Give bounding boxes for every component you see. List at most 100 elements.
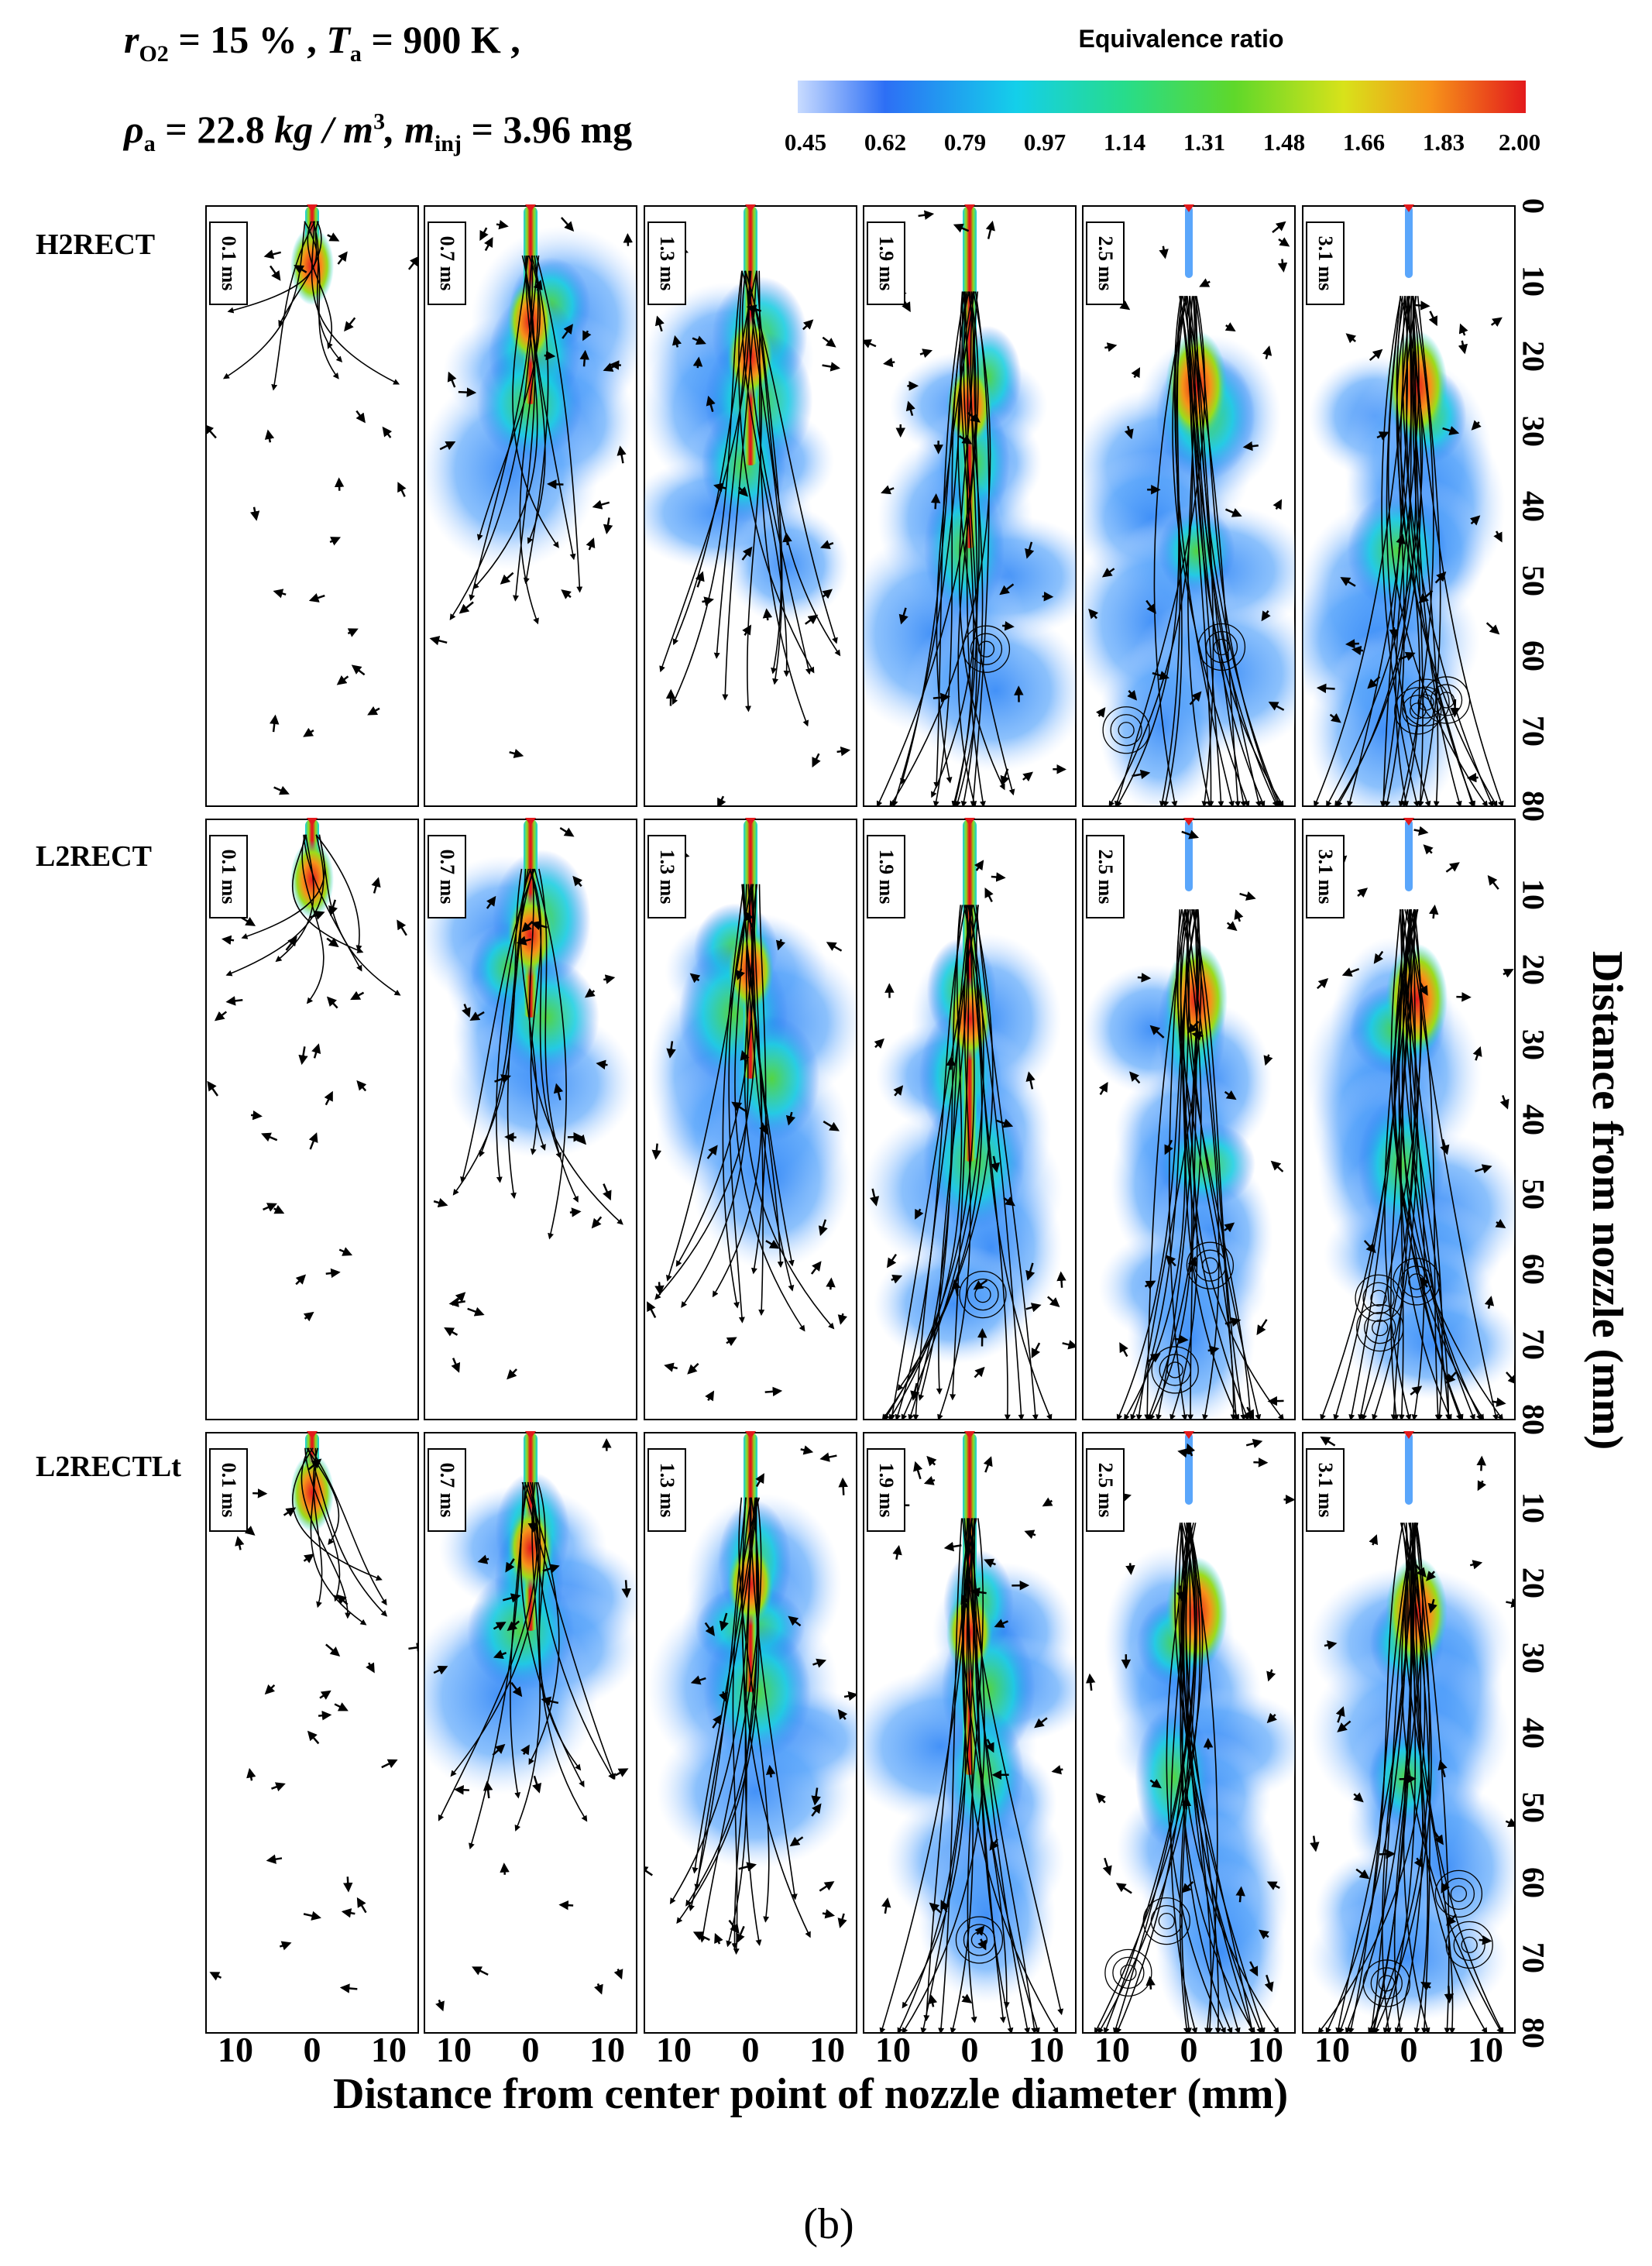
velocity-streamline — [1333, 909, 1418, 1420]
velocity-vector — [603, 974, 616, 984]
velocity-vector — [811, 1787, 821, 1806]
velocity-vector — [273, 785, 290, 795]
velocity-streamline — [1405, 909, 1452, 1420]
mixing-region — [922, 1092, 1025, 1231]
x-tick-label: 10 — [218, 2030, 253, 2069]
velocity-vector — [692, 1931, 710, 1942]
velocity-vector — [249, 506, 260, 521]
velocity-vector — [994, 1619, 1008, 1628]
velocity-streamline — [1390, 909, 1422, 1420]
vortex-ring — [959, 1270, 1007, 1319]
velocity-vector — [1199, 278, 1211, 287]
velocity-streamline — [1368, 1523, 1430, 2033]
y-tick-label: 20 — [1516, 1567, 1551, 1598]
velocity-streamline — [963, 291, 986, 806]
velocity-vector — [1267, 1396, 1284, 1406]
velocity-streamline — [932, 291, 970, 806]
y-tick-text: 70 — [1516, 1942, 1551, 1974]
time-label: 3.1 ms — [1314, 1462, 1337, 1518]
velocity-vector — [737, 486, 748, 497]
velocity-streamline — [970, 1518, 1038, 2033]
velocity-vector — [269, 265, 281, 281]
lean-mixture-region — [1156, 1859, 1286, 2033]
vortex-ring — [1364, 1311, 1396, 1344]
mixing-region — [1135, 1706, 1213, 1849]
velocity-vector — [285, 936, 297, 951]
velocity-vector — [1445, 862, 1460, 873]
vortex-ring — [970, 633, 1003, 665]
velocity-streamline — [958, 291, 1005, 791]
velocity-vector — [329, 537, 341, 546]
time-label-box: 1.9 ms — [867, 1448, 905, 1532]
velocity-streamline — [1179, 296, 1284, 806]
y-tick-text: 10 — [1516, 265, 1551, 297]
velocity-streamline — [507, 868, 527, 1200]
velocity-vector — [448, 1297, 465, 1307]
vortex-ring — [977, 640, 995, 657]
velocity-streamline — [1410, 296, 1440, 806]
nozzle-marker — [745, 818, 756, 826]
velocity-streamline — [524, 255, 576, 561]
vortex-ring — [1213, 638, 1231, 656]
spray-panel — [863, 1431, 1077, 2034]
velocity-vector — [690, 1675, 706, 1685]
velocity-streamline — [452, 868, 523, 1196]
velocity-vector — [1261, 610, 1271, 622]
velocity-vector — [1256, 1319, 1268, 1336]
velocity-vector — [804, 614, 819, 625]
velocity-vector — [325, 1643, 341, 1657]
velocity-vector — [603, 1183, 612, 1201]
velocity-streamline — [669, 1497, 756, 1904]
velocity-vector — [692, 356, 703, 369]
velocity-streamline — [722, 884, 745, 1309]
velocity-vector — [1224, 1222, 1235, 1233]
velocity-vector — [1369, 1534, 1379, 1546]
velocity-vector — [1137, 973, 1152, 983]
velocity-vector — [562, 324, 573, 339]
colorbar-label: 1.83 — [1422, 129, 1465, 156]
x-tick-label: 0 — [741, 2030, 760, 2069]
velocity-vector — [467, 1306, 485, 1317]
velocity-vector — [1003, 1197, 1015, 1207]
velocity-vector — [714, 1933, 723, 1945]
time-label: 0.1 ms — [218, 849, 240, 905]
velocity-vector — [705, 1390, 715, 1402]
velocity-vector — [736, 1925, 745, 1944]
velocity-streamline — [512, 255, 559, 548]
velocity-vector — [609, 360, 621, 370]
velocity-vector — [1187, 1021, 1200, 1034]
y-tick-text: 60 — [1516, 1867, 1551, 1899]
velocity-vector — [500, 572, 514, 585]
velocity-vector — [582, 330, 592, 342]
velocity-vector — [1266, 1712, 1277, 1724]
velocity-vector — [319, 1690, 331, 1700]
velocity-streamline — [1176, 909, 1237, 1420]
velocity-streamline — [876, 291, 977, 806]
velocity-vector — [1491, 1397, 1506, 1407]
time-label: 0.1 ms — [218, 1462, 240, 1518]
velocity-vector — [881, 485, 895, 495]
velocity-streamline — [756, 270, 783, 685]
time-label-box: 3.1 ms — [1306, 835, 1345, 918]
velocity-vector — [744, 910, 754, 928]
velocity-vector — [887, 1253, 898, 1269]
velocity-streamline — [1186, 909, 1262, 1420]
velocity-vector — [812, 1658, 827, 1668]
velocity-streamline — [307, 1447, 388, 1617]
x-tick-label: 10 — [589, 2030, 625, 2069]
velocity-vector — [493, 1622, 507, 1631]
vortex-ring — [1186, 1241, 1235, 1289]
velocity-streamline — [722, 270, 757, 701]
velocity-vector — [350, 991, 365, 1001]
velocity-streamline — [537, 1481, 582, 1771]
time-label-box: 0.1 ms — [209, 221, 248, 305]
velocity-vector — [719, 1691, 728, 1703]
velocity-vector — [1025, 1071, 1036, 1090]
vortex-ring — [1410, 686, 1442, 719]
velocity-streamline — [685, 1497, 758, 1907]
velocity-vector — [1369, 348, 1383, 362]
velocity-vector — [209, 1972, 222, 1981]
x-tick-label: 10 — [656, 2030, 692, 2069]
velocity-vector — [1226, 921, 1238, 932]
velocity-streamline — [888, 905, 963, 1420]
